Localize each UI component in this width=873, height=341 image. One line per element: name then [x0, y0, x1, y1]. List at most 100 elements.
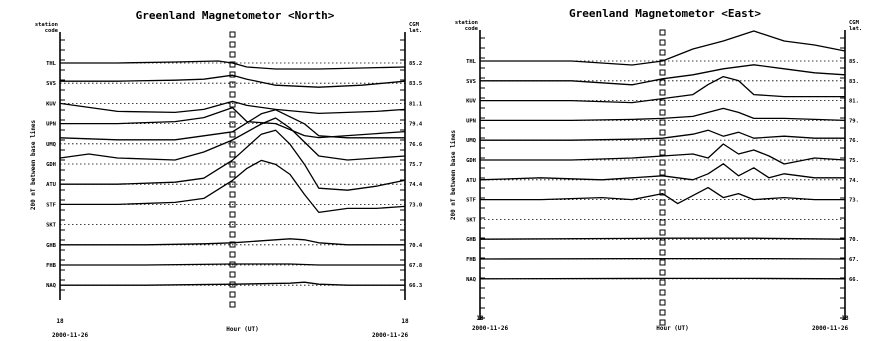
chart-panel-north: Greenland Magnetometor <North> stationcod…: [30, 9, 423, 339]
station-label-thl: THL: [46, 61, 57, 67]
event-marker: [229, 161, 236, 168]
chart-title: Greenland Magnetometor <East>: [569, 7, 761, 20]
event-marker: [229, 81, 236, 88]
station-label-gdh: GDH: [46, 162, 56, 168]
event-marker: [659, 149, 666, 156]
station-label-fhb: FHB: [46, 263, 57, 269]
chart-title: Greenland Magnetometor <North>: [136, 9, 335, 22]
cgm-lat-thl: 85.2: [409, 61, 422, 67]
series-line-upn: [480, 107, 846, 122]
station-label-fhb: FHB: [466, 257, 477, 263]
event-marker: [659, 59, 666, 66]
event-marker: [229, 91, 236, 98]
event-marker: [659, 279, 666, 286]
cgm-lat-kuv: 81.1: [409, 101, 423, 107]
series-line-kuv: [59, 100, 406, 115]
cgm-lat-upn: 79.: [849, 118, 859, 124]
cgm-lat-stf: 73.0: [409, 202, 422, 208]
event-marker: [229, 251, 236, 258]
station-label-skt: SKT: [466, 217, 477, 223]
station-label-skt: SKT: [46, 223, 57, 229]
event-marker: [229, 71, 236, 78]
event-marker: [229, 61, 236, 68]
event-marker: [659, 229, 666, 236]
station-label-atu: ATU: [466, 178, 477, 184]
event-marker: [659, 29, 666, 36]
left-header-2: code: [45, 28, 59, 34]
cgm-lat-umq: 76.: [849, 138, 859, 144]
cgm-lat-thl: 85.: [849, 59, 859, 65]
event-marker: [229, 271, 236, 278]
event-marker: [659, 79, 666, 86]
series-line-naq: [60, 281, 405, 286]
event-marker: [659, 119, 666, 126]
series-line-gdh: [59, 117, 406, 161]
cgm-lat-ghb: 70.: [849, 237, 859, 243]
event-marker: [659, 189, 666, 196]
event-marker: [659, 299, 666, 306]
series-line-gdh: [480, 143, 846, 165]
event-marker: [659, 179, 666, 186]
event-marker: [659, 139, 666, 146]
event-marker: [659, 159, 666, 166]
series-line-kuv: [480, 75, 845, 104]
series-line-stf: [60, 159, 406, 214]
event-marker: [659, 49, 666, 56]
cgm-lat-fhb: 67.8: [409, 263, 422, 269]
station-label-ghb: GHB: [466, 237, 477, 243]
series-line-ghb: [60, 238, 405, 246]
event-marker: [229, 171, 236, 178]
event-marker: [229, 301, 236, 308]
event-marker: [229, 211, 236, 218]
x-axis-label: Hour (UT): [226, 326, 259, 333]
event-marker: [659, 259, 666, 266]
cgm-lat-naq: 66.: [849, 277, 859, 283]
right-header: CGM: [409, 22, 420, 28]
cgm-lat-umq: 76.6: [409, 142, 423, 148]
cgm-lat-atu: 74.4: [409, 182, 423, 188]
event-marker: [659, 99, 666, 106]
station-label-svs: SVS: [466, 79, 476, 85]
x-tick-label: 18: [841, 315, 849, 322]
station-label-atu: ATU: [46, 182, 57, 188]
event-marker: [659, 249, 666, 256]
event-marker: [659, 269, 666, 276]
right-header-2: lat.: [849, 26, 862, 32]
series-line-umq: [480, 129, 845, 141]
cgm-lat-stf: 73.: [849, 198, 859, 204]
cgm-lat-naq: 66.3: [409, 283, 422, 289]
event-marker: [229, 101, 236, 108]
event-marker: [659, 109, 666, 116]
event-marker: [229, 31, 236, 38]
station-label-naq: NAQ: [46, 283, 57, 289]
event-marker: [659, 219, 666, 226]
station-label-kuv: KUV: [46, 101, 57, 107]
event-marker: [229, 51, 236, 58]
series-line-ghb: [479, 237, 846, 240]
event-marker: [659, 169, 666, 176]
event-marker: [659, 239, 666, 246]
series-line-thl: [60, 60, 406, 70]
station-label-stf: STF: [466, 198, 476, 204]
station-label-upn: UPN: [46, 122, 56, 128]
left-header-2: code: [465, 26, 479, 32]
cgm-lat-kuv: 81.: [849, 99, 859, 105]
series-line-svs: [480, 64, 846, 86]
event-marker: [229, 121, 236, 128]
event-marker: [659, 319, 666, 326]
event-marker: [229, 231, 236, 238]
event-marker: [659, 129, 666, 136]
cgm-lat-svs: 83.5: [409, 81, 422, 87]
series-line-fhb: [60, 263, 405, 266]
series-line-upn: [60, 106, 406, 139]
station-label-naq: NAQ: [466, 277, 477, 283]
station-label-stf: STF: [46, 202, 56, 208]
event-marker: [659, 89, 666, 96]
event-marker: [659, 289, 666, 296]
station-label-umq: UMQ: [466, 138, 477, 144]
cgm-lat-upn: 79.4: [409, 122, 423, 128]
date-left: 2000-11-26: [52, 332, 89, 339]
series-line-thl: [480, 30, 846, 66]
y-axis-label: 200 nT between base lines: [30, 119, 37, 210]
